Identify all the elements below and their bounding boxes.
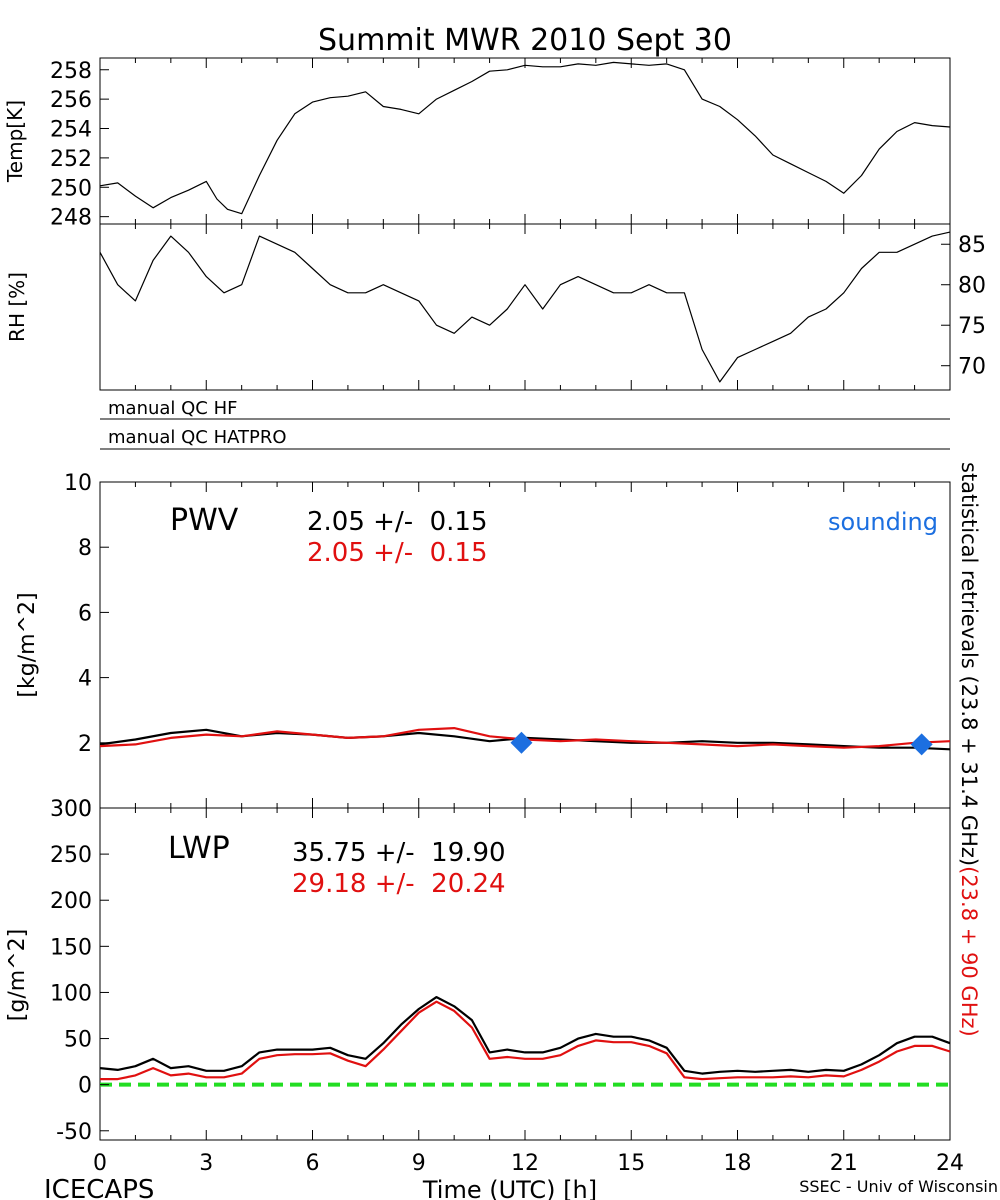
x-tick-label: 9 [412,1151,426,1176]
pwv-red-stat: 2.05 +/- 0.15 [307,538,488,568]
right-label-black: statistical retrievals (23.8 + 31.4 GHz) [957,462,981,866]
lwp-series-1 [100,1000,951,1081]
x-tick-label: 12 [511,1151,539,1176]
lwp-red-stat: 29.18 +/- 20.24 [292,869,506,899]
x-tick-label: 3 [199,1151,213,1176]
pwv-panel: 0 2 4 6 8 10 [kg/m^2] PWV 2.05 +/- 0.15 2.05 … [15,471,951,822]
sounding-marker [910,733,933,756]
pwv-soundings [510,731,933,756]
x-tick-label: 6 [306,1151,320,1176]
lwp-ytick-label: 200 [50,889,92,914]
temp-ytick-label: 250 [50,176,92,201]
lwp-ytick-label: 150 [50,935,92,960]
qc-hatpro-label: manual QC HATPRO [108,427,287,448]
rh-panel: 70 75 80 85 RH [%] [5,223,986,391]
pwv-black-stat: 2.05 +/- 0.15 [307,507,488,537]
lwp-ytick-label: 300 [50,797,92,822]
temperature-ticks: 248 250 252 254 256 258 [50,58,951,231]
right-label-red: (23.8 + 90 GHz) [957,866,981,1037]
temp-ytick-label: 254 [50,118,92,143]
footer-right: SSEC - Univ of Wisconsin [799,1177,998,1196]
lwp-ylabel: [g/m^2] [5,929,30,1021]
x-axis-ticks: 0 3 6 9 12 15 18 21 24 [93,1151,964,1176]
x-tick-label: 21 [830,1151,858,1176]
pwv-ytick-label: 8 [78,536,92,561]
lwp-ytick-label: 0 [78,1074,92,1099]
lwp-ytick-label: 100 [50,981,92,1006]
rh-series-0 [99,231,951,383]
lwp-black-stat: 35.75 +/- 19.90 [292,838,506,868]
qc-strip: manual QC HF manual QC HATPRO [100,398,950,450]
lwp-series-0 [99,995,951,1075]
sounding-legend: sounding [828,508,938,536]
pwv-ytick-label: 6 [78,601,92,626]
temp-ytick-label: 252 [50,147,92,172]
rh-lines [99,231,951,383]
right-side-label: statistical retrievals (23.8 + 31.4 GHz)… [957,462,981,1037]
lwp-ytick-label: -50 [56,1120,92,1145]
temp-ytick-label: 256 [50,88,92,113]
temperature-panel: 248 250 252 254 256 258 Temp[K] [3,57,951,231]
rh-ytick-label: 85 [958,233,986,258]
x-tick-label: 24 [936,1151,964,1176]
pwv-ytick-label: 4 [78,667,92,692]
pwv-label: PWV [170,503,239,538]
pwv-ytick-label: 0 [78,797,92,822]
x-tick-label: 18 [724,1151,752,1176]
lwp-panel: -50 0 50 100 150 200 250 300 [g/m^2] LWP 35.75 … [5,797,951,1145]
lwp-label: LWP [168,831,230,866]
qc-hf-label: manual QC HF [108,398,237,419]
rh-ytick-label: 70 [958,355,986,380]
chart-title: Summit MWR 2010 Sept 30 [318,23,732,58]
lwp-ytick-label: 50 [64,1028,92,1053]
temp-series-0 [99,61,951,215]
temperature-ylabel: Temp[K] [3,100,27,183]
lwp-ticks: -50 0 50 100 150 200 250 300 [50,797,951,1145]
rh-ytick-label: 75 [958,314,986,339]
temp-ytick-label: 258 [50,59,92,84]
x-tick-label: 15 [617,1151,645,1176]
rh-ticks: 70 75 80 85 [99,224,986,390]
lwp-lines [99,995,951,1081]
rh-ylabel: RH [%] [5,272,29,342]
x-tick-label: 0 [93,1151,107,1176]
lwp-ytick-label: 250 [50,843,92,868]
x-axis-label: Time (UTC) [h] [422,1176,597,1200]
sounding-marker [510,731,533,754]
pwv-ytick-label: 2 [78,732,92,757]
pwv-ticks: 0 2 4 6 8 10 [64,471,951,822]
pwv-ylabel: [kg/m^2] [15,592,40,697]
footer-left: ICECAPS [44,1175,154,1200]
temp-ytick-label: 248 [50,206,92,231]
pwv-ytick-label: 10 [64,471,92,496]
temperature-lines [99,61,951,215]
rh-ytick-label: 80 [958,274,986,299]
